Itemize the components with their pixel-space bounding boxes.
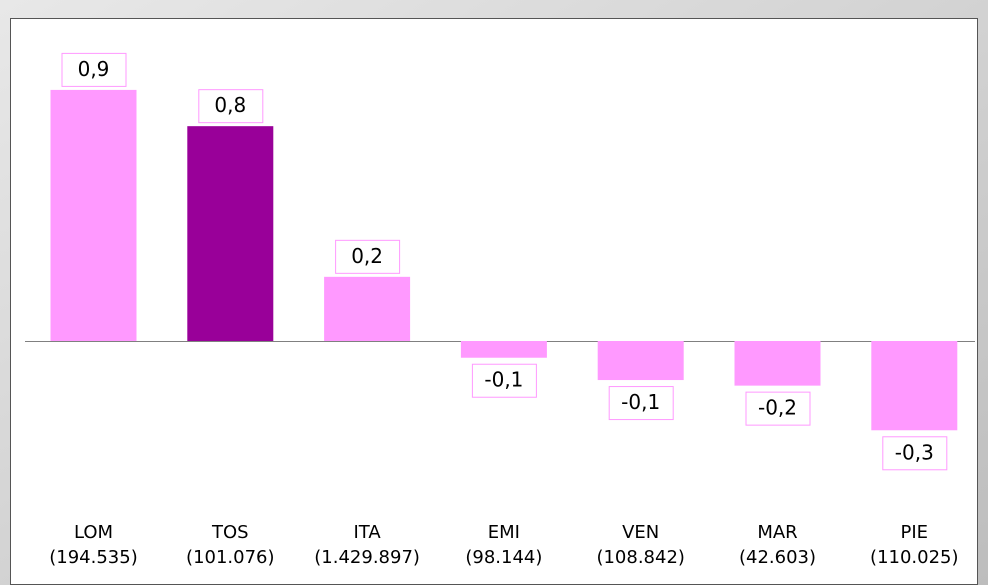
x-tick-label: VEN bbox=[622, 522, 659, 543]
value-label: -0,2 bbox=[758, 396, 797, 420]
bar bbox=[324, 276, 411, 341]
x-tick-note: (110.025) bbox=[870, 547, 958, 568]
value-label-box bbox=[335, 239, 401, 274]
x-tick-note: (101.076) bbox=[186, 547, 274, 568]
value-label-box bbox=[745, 391, 811, 426]
bar bbox=[187, 126, 274, 341]
value-label-box bbox=[882, 436, 948, 471]
bar bbox=[50, 89, 137, 342]
plot-area bbox=[10, 18, 978, 585]
x-tick-label: TOS bbox=[211, 522, 249, 543]
value-label: -0,1 bbox=[484, 368, 523, 392]
x-tick-label: EMI bbox=[488, 522, 520, 543]
x-tick-note: (194.535) bbox=[49, 547, 137, 568]
value-label: 0,9 bbox=[78, 57, 110, 81]
x-tick-note: (42.603) bbox=[739, 547, 816, 568]
value-label: 0,2 bbox=[351, 244, 383, 268]
value-label-box bbox=[198, 89, 264, 124]
bar bbox=[460, 341, 547, 358]
bar bbox=[871, 341, 958, 431]
value-label-box bbox=[61, 52, 127, 87]
x-tick-label: PIE bbox=[901, 522, 929, 543]
value-label: -0,1 bbox=[621, 390, 660, 414]
x-tick-note: (108.842) bbox=[596, 547, 684, 568]
x-tick-note: (98.144) bbox=[465, 547, 542, 568]
x-tick-label: MAR bbox=[757, 522, 797, 543]
x-tick-label: LOM bbox=[74, 522, 113, 543]
bar bbox=[597, 341, 684, 381]
x-tick-note: (1.429.897) bbox=[314, 547, 420, 568]
bar bbox=[734, 341, 821, 386]
value-label: 0,8 bbox=[214, 93, 246, 117]
x-tick-label: ITA bbox=[353, 522, 381, 543]
value-label: -0,3 bbox=[895, 440, 934, 464]
value-label-box bbox=[471, 363, 537, 398]
value-label-box bbox=[608, 386, 674, 421]
